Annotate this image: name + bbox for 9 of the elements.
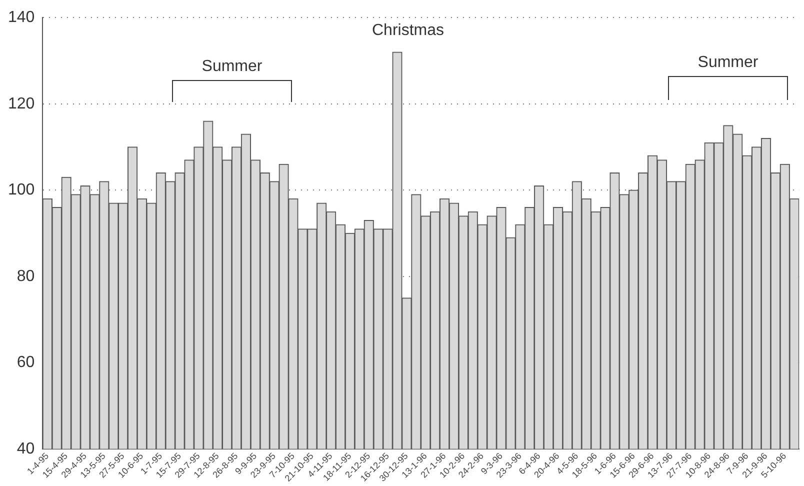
y-tick-label: 120 — [8, 95, 35, 112]
y-tick-label: 40 — [16, 440, 35, 458]
y-tick-label: 100 — [8, 182, 35, 199]
y-tick-label: 60 — [16, 354, 35, 372]
annotation: Christmas — [372, 22, 444, 40]
y-tick-label: 140 — [8, 9, 35, 26]
annotation: Summer — [202, 58, 262, 76]
annotation: Summer — [698, 54, 758, 72]
y-tick-label: 80 — [16, 268, 35, 285]
